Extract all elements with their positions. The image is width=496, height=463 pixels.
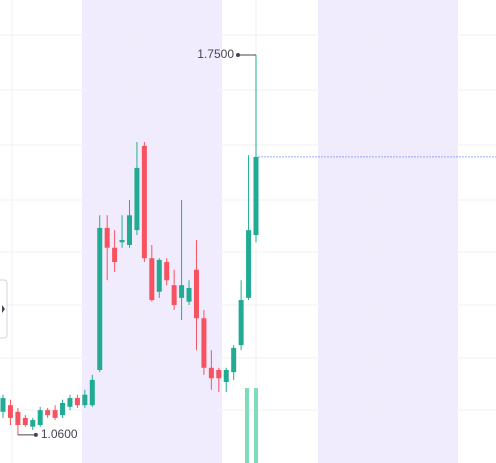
candle-body <box>52 410 58 418</box>
candle-body <box>104 227 110 248</box>
candle-body <box>156 259 162 292</box>
candle-body <box>0 398 6 412</box>
candle-body <box>193 269 199 319</box>
candle-body <box>201 318 207 368</box>
candle-body <box>208 367 214 379</box>
candle-body <box>15 411 21 426</box>
candle-body <box>238 300 244 346</box>
candle-body <box>74 398 80 406</box>
volume-bar <box>254 388 258 463</box>
annotation-label: 1.0600 <box>41 427 78 441</box>
candle-body <box>22 417 28 426</box>
side-tab-arrow <box>2 305 5 313</box>
candle-body <box>89 379 95 406</box>
candle-body <box>67 398 73 407</box>
candle-body <box>60 402 66 416</box>
candle-body <box>112 247 118 263</box>
candle-body <box>149 258 155 301</box>
annotation-dot <box>236 53 240 58</box>
candle-body <box>186 287 192 302</box>
candle-body <box>216 369 222 379</box>
session-band <box>318 0 458 463</box>
candle-body <box>97 227 103 370</box>
annotation-dot <box>33 432 38 437</box>
candle-body <box>171 285 177 305</box>
candle-body <box>223 369 229 383</box>
candle-body <box>127 215 132 245</box>
candle-body <box>164 262 170 281</box>
annotation-label: 1.7500 <box>197 47 234 61</box>
candle-body <box>179 285 185 298</box>
candle-body <box>134 167 140 231</box>
session-band <box>82 0 222 463</box>
candle-body <box>30 420 36 427</box>
candle-body <box>246 230 252 298</box>
candle-body <box>7 405 13 418</box>
candle-body <box>231 347 237 373</box>
candle-body <box>119 240 125 243</box>
volume-bar <box>245 388 249 463</box>
candle-body <box>37 410 43 426</box>
candle-body <box>45 410 51 416</box>
candle-body <box>253 156 259 236</box>
candle-body <box>141 145 147 259</box>
candle-body <box>82 394 88 406</box>
